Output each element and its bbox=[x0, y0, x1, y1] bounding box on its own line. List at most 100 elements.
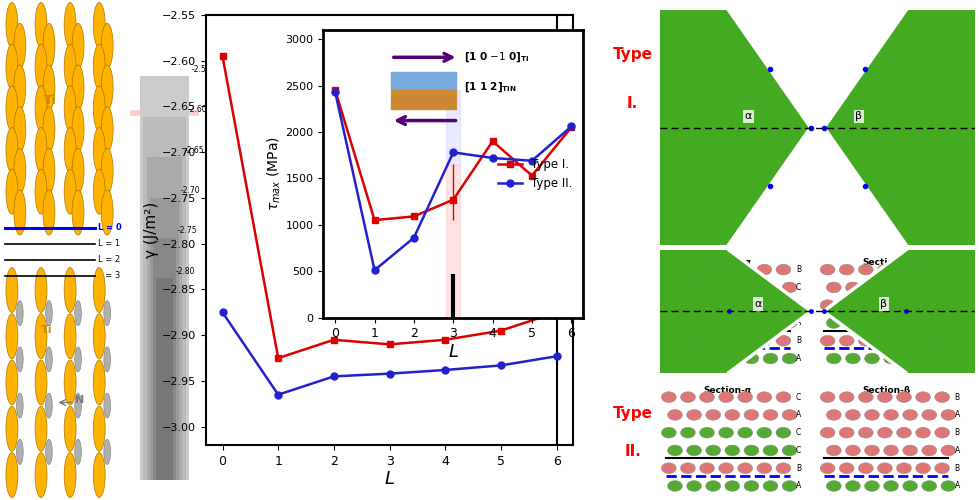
Text: Section-β: Section-β bbox=[862, 258, 910, 268]
Circle shape bbox=[35, 360, 47, 405]
Bar bbox=[156, 278, 173, 480]
Circle shape bbox=[43, 148, 55, 194]
Circle shape bbox=[903, 410, 917, 420]
Circle shape bbox=[35, 314, 47, 359]
Text: B: B bbox=[796, 300, 801, 310]
Circle shape bbox=[846, 410, 860, 420]
Circle shape bbox=[6, 314, 18, 359]
Circle shape bbox=[687, 353, 702, 364]
Circle shape bbox=[725, 353, 740, 364]
Circle shape bbox=[858, 428, 873, 438]
Circle shape bbox=[877, 428, 893, 438]
Circle shape bbox=[776, 264, 791, 275]
Circle shape bbox=[718, 300, 734, 310]
X-axis label: L: L bbox=[448, 343, 459, 361]
Circle shape bbox=[6, 128, 18, 172]
Circle shape bbox=[858, 336, 873, 346]
Circle shape bbox=[935, 300, 950, 310]
Circle shape bbox=[744, 318, 759, 328]
Circle shape bbox=[935, 264, 950, 275]
Bar bbox=[391, 90, 456, 109]
Circle shape bbox=[922, 282, 937, 293]
Circle shape bbox=[858, 300, 873, 310]
Circle shape bbox=[700, 336, 714, 346]
Polygon shape bbox=[660, 311, 729, 372]
Circle shape bbox=[64, 268, 76, 312]
Circle shape bbox=[738, 300, 753, 310]
Circle shape bbox=[903, 445, 917, 456]
Circle shape bbox=[64, 452, 76, 498]
Circle shape bbox=[662, 463, 676, 473]
Circle shape bbox=[706, 282, 720, 293]
Text: C: C bbox=[796, 428, 801, 437]
Circle shape bbox=[43, 106, 55, 152]
Polygon shape bbox=[660, 151, 729, 245]
Circle shape bbox=[667, 282, 682, 293]
Circle shape bbox=[782, 282, 797, 293]
Circle shape bbox=[897, 463, 911, 473]
Circle shape bbox=[738, 264, 753, 275]
Circle shape bbox=[43, 65, 55, 110]
Circle shape bbox=[744, 282, 759, 293]
Circle shape bbox=[864, 445, 879, 456]
Circle shape bbox=[757, 463, 771, 473]
Circle shape bbox=[687, 318, 702, 328]
Circle shape bbox=[93, 360, 105, 405]
Circle shape bbox=[43, 24, 55, 68]
Circle shape bbox=[782, 410, 797, 420]
Circle shape bbox=[725, 410, 740, 420]
Circle shape bbox=[744, 480, 759, 492]
Polygon shape bbox=[660, 10, 811, 245]
Circle shape bbox=[6, 360, 18, 405]
Text: L = 3: L = 3 bbox=[98, 271, 121, 280]
Circle shape bbox=[915, 428, 930, 438]
Circle shape bbox=[101, 24, 113, 68]
Circle shape bbox=[864, 318, 879, 328]
Polygon shape bbox=[660, 250, 811, 372]
Text: B: B bbox=[796, 336, 801, 345]
Circle shape bbox=[662, 300, 676, 310]
Circle shape bbox=[763, 282, 778, 293]
Circle shape bbox=[101, 106, 113, 152]
Circle shape bbox=[718, 264, 734, 275]
Circle shape bbox=[17, 393, 24, 418]
Circle shape bbox=[718, 428, 734, 438]
Circle shape bbox=[826, 445, 841, 456]
Circle shape bbox=[14, 65, 25, 110]
Circle shape bbox=[6, 452, 18, 498]
Circle shape bbox=[73, 65, 84, 110]
Bar bbox=[446, 165, 461, 318]
Circle shape bbox=[662, 264, 676, 275]
Circle shape bbox=[897, 264, 911, 275]
Circle shape bbox=[14, 24, 25, 68]
Circle shape bbox=[101, 148, 113, 194]
Text: A: A bbox=[796, 482, 801, 490]
Circle shape bbox=[680, 463, 696, 473]
Text: Ti: Ti bbox=[40, 325, 52, 335]
Circle shape bbox=[73, 190, 84, 235]
Circle shape bbox=[35, 2, 47, 48]
Text: A: A bbox=[955, 318, 959, 328]
Circle shape bbox=[706, 353, 720, 364]
Text: A: A bbox=[796, 410, 801, 420]
Circle shape bbox=[826, 353, 841, 364]
Text: A: A bbox=[955, 446, 959, 455]
Circle shape bbox=[858, 264, 873, 275]
Text: β: β bbox=[880, 299, 888, 309]
Circle shape bbox=[941, 445, 956, 456]
Circle shape bbox=[667, 480, 682, 492]
Circle shape bbox=[680, 428, 696, 438]
Circle shape bbox=[64, 44, 76, 89]
Circle shape bbox=[782, 318, 797, 328]
Circle shape bbox=[738, 392, 753, 402]
Circle shape bbox=[846, 480, 860, 492]
Circle shape bbox=[839, 392, 855, 402]
Polygon shape bbox=[823, 104, 975, 151]
Circle shape bbox=[725, 282, 740, 293]
Text: Section-β: Section-β bbox=[862, 386, 910, 395]
Circle shape bbox=[101, 65, 113, 110]
Circle shape bbox=[104, 347, 111, 372]
Circle shape bbox=[64, 86, 76, 131]
Circle shape bbox=[820, 463, 835, 473]
Circle shape bbox=[877, 264, 893, 275]
